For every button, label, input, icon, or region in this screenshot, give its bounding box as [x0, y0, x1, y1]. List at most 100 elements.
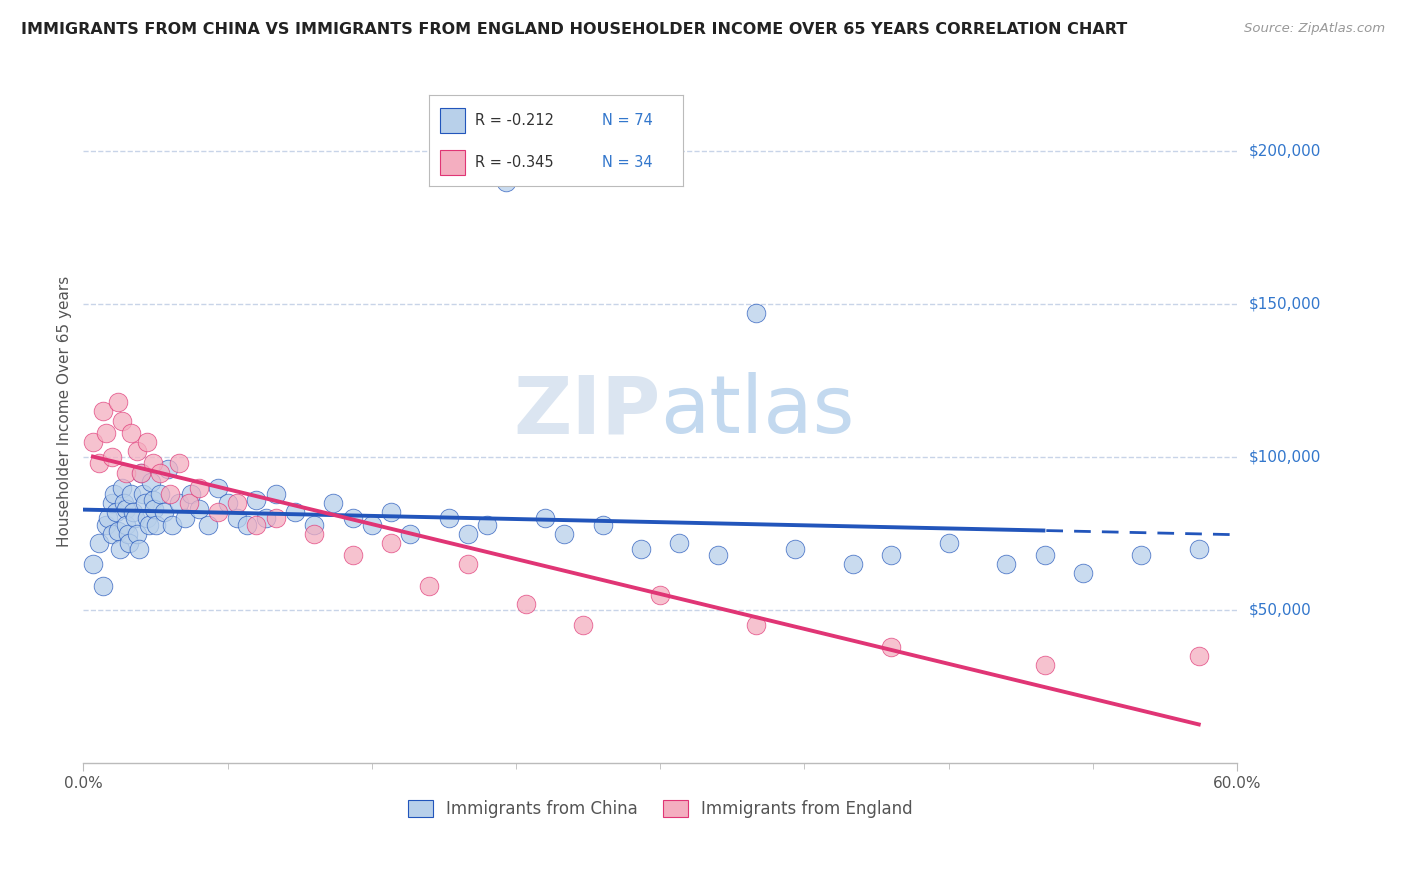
Point [135, 511, 157, 525]
Point [495, 175, 517, 189]
Point [515, 597, 537, 611]
Text: $100,000: $100,000 [1249, 450, 1320, 465]
Point [284, 505, 307, 519]
Point [103, 487, 125, 501]
Point [153, 505, 176, 519]
Point [668, 536, 690, 550]
Point [380, 505, 402, 519]
Point [380, 536, 402, 550]
Legend: Immigrants from China, Immigrants from England: Immigrants from China, Immigrants from E… [401, 794, 920, 825]
Point [880, 640, 903, 654]
Point [107, 395, 129, 409]
Point [1188, 541, 1211, 556]
Y-axis label: Householder Income Over 65 years: Householder Income Over 65 years [58, 276, 72, 547]
Point [264, 487, 287, 501]
Point [104, 505, 127, 519]
Point [118, 536, 141, 550]
Point [553, 526, 575, 541]
Point [101, 526, 124, 541]
Point [111, 481, 134, 495]
Point [120, 425, 142, 440]
Point [97, 511, 120, 525]
Point [418, 579, 440, 593]
Point [139, 475, 162, 489]
Point [108, 541, 131, 556]
Point [254, 511, 277, 525]
Point [1033, 658, 1056, 673]
Point [111, 413, 134, 427]
Point [129, 466, 152, 480]
Point [592, 517, 614, 532]
Text: $150,000: $150,000 [1249, 297, 1320, 312]
Point [938, 536, 960, 550]
Point [107, 524, 129, 538]
Point [236, 517, 259, 532]
Point [745, 618, 768, 632]
Point [322, 496, 344, 510]
Point [91, 404, 114, 418]
Text: atlas: atlas [661, 372, 855, 450]
Point [149, 466, 172, 480]
Point [169, 496, 191, 510]
Point [87, 456, 110, 470]
Point [117, 526, 139, 541]
Point [457, 558, 479, 572]
Point [437, 511, 460, 525]
Point [226, 511, 249, 525]
Point [245, 493, 267, 508]
Point [91, 579, 114, 593]
Point [101, 450, 124, 465]
Point [650, 588, 672, 602]
Point [187, 502, 209, 516]
Point [197, 517, 219, 532]
Point [226, 496, 249, 510]
Point [145, 517, 167, 532]
Text: $200,000: $200,000 [1249, 144, 1320, 159]
Point [342, 511, 364, 525]
Point [1188, 649, 1211, 664]
Point [135, 434, 157, 449]
Point [128, 541, 150, 556]
Point [783, 541, 806, 556]
Point [207, 505, 229, 519]
Point [112, 496, 135, 510]
Point [207, 481, 229, 495]
Point [134, 496, 156, 510]
Point [187, 481, 209, 495]
Point [245, 517, 267, 532]
Point [82, 434, 104, 449]
Point [122, 505, 145, 519]
Point [841, 558, 863, 572]
Text: ZIP: ZIP [513, 372, 661, 450]
Point [457, 526, 479, 541]
Point [342, 548, 364, 562]
Point [880, 548, 903, 562]
Point [1033, 548, 1056, 562]
Point [630, 541, 652, 556]
Point [572, 618, 595, 632]
Text: Source: ZipAtlas.com: Source: ZipAtlas.com [1244, 22, 1385, 36]
Point [87, 536, 110, 550]
Point [149, 487, 172, 501]
Point [129, 466, 152, 480]
Point [101, 496, 124, 510]
Point [138, 517, 160, 532]
Point [1073, 566, 1095, 581]
Point [127, 526, 149, 541]
Point [96, 517, 118, 532]
Point [169, 456, 191, 470]
Point [82, 558, 104, 572]
Point [127, 444, 149, 458]
Point [159, 487, 181, 501]
Point [180, 487, 202, 501]
Point [302, 526, 325, 541]
Point [141, 493, 163, 508]
Point [160, 517, 183, 532]
Point [745, 306, 768, 320]
Point [132, 487, 155, 501]
Point [399, 526, 422, 541]
Point [264, 511, 287, 525]
Text: IMMIGRANTS FROM CHINA VS IMMIGRANTS FROM ENGLAND HOUSEHOLDER INCOME OVER 65 YEAR: IMMIGRANTS FROM CHINA VS IMMIGRANTS FROM… [21, 22, 1128, 37]
Point [534, 511, 557, 525]
Point [174, 511, 197, 525]
